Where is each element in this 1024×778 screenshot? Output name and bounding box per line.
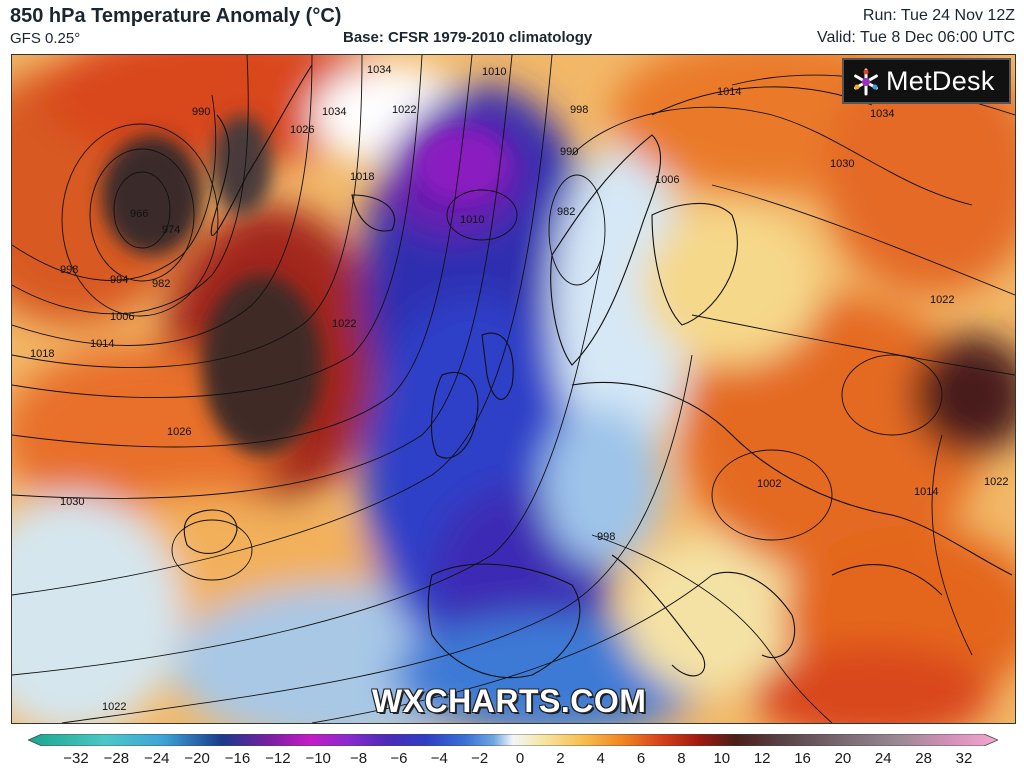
isobar-label: 1010 (460, 214, 484, 226)
isobar-label: 990 (560, 146, 578, 158)
colorbar-tick-label: −10 (305, 750, 331, 767)
isobar-labels: 966 974 982 990 998 994 1006 1014 1018 1… (30, 64, 1008, 713)
model-label: GFS 0.25° (10, 30, 81, 47)
isobar-label: 1010 (482, 66, 506, 78)
colorbar-tick-label: 10 (713, 750, 731, 767)
colorbar-tick-label: −2 (471, 750, 489, 767)
isobar-label: 1030 (830, 158, 854, 170)
isobar-label: 1014 (90, 338, 114, 350)
isobar-label: 1014 (717, 86, 741, 98)
colorbar-tick-label: −12 (265, 750, 291, 767)
metdesk-snowflake-icon (854, 68, 878, 96)
logo-text: MetDesk (886, 66, 995, 96)
isobar-label: 1006 (110, 311, 134, 323)
isobar-label: 1022 (984, 476, 1008, 488)
run-time-label: Run: Tue 24 Nov 12Z (862, 7, 1015, 24)
colorbar-tick-label: −20 (184, 750, 210, 767)
colorbar-tick-label: 16 (794, 750, 811, 767)
isobar-label: 990 (192, 106, 210, 118)
isobar-label: 982 (152, 278, 170, 290)
isobar-label: 998 (570, 104, 588, 116)
isobar-label: 1026 (167, 426, 191, 438)
isobar-label: 1022 (332, 318, 356, 330)
colorbar-tick-label: 28 (915, 750, 932, 767)
isobar-label: 966 (130, 208, 148, 220)
colorbar-tick-label: −4 (430, 750, 448, 767)
isobar-label: 1022 (930, 294, 954, 306)
isobar-label: 1014 (914, 486, 938, 498)
chart-title: 850 hPa Temperature Anomaly (°C) (10, 5, 342, 27)
coastlines (183, 64, 1013, 679)
isobar-label: 1034 (367, 64, 391, 76)
colorbar-tick-label: −28 (103, 750, 130, 767)
isobar-label: 1006 (655, 174, 679, 186)
colorbar-tick-label: −16 (224, 750, 251, 767)
colorbar-tick-label: 0 (515, 750, 525, 767)
isobars (12, 55, 1015, 723)
isobar-label: 1022 (392, 104, 416, 116)
colorbar-tick-label: 12 (753, 750, 771, 767)
isobar-label: 1030 (60, 496, 84, 508)
colorbar-tick-label: −6 (390, 750, 408, 767)
colorbar-ticks: −32 −28 −24 −20 −16 −12 −10 −8 −6 −4 −2 0 2 4 6 8 10 12 16… (0, 748, 1024, 768)
colorbar-tick-label: −8 (349, 750, 368, 767)
colorbar-tick-label: 8 (677, 750, 686, 767)
anomaly-cores (102, 115, 507, 455)
climatology-base-label: Base: CFSR 1979-2010 climatology (343, 29, 593, 46)
isobar-label: 1034 (870, 108, 894, 120)
anomaly-field (12, 55, 1015, 723)
isobar-label: 998 (60, 264, 78, 276)
isobar-label: 974 (162, 224, 180, 236)
watermark: WXCHARTS.COM (372, 683, 647, 719)
colorbar-tick-label: 20 (834, 750, 852, 767)
metdesk-logo: MetDesk (842, 58, 1011, 104)
map-svg: 966 974 982 990 998 994 1006 1014 1018 1… (12, 55, 1015, 723)
isobar-label: 1022 (102, 701, 126, 713)
header: 850 hPa Temperature Anomaly (°C) GFS 0.2… (0, 0, 1024, 54)
isobar-label: 998 (597, 531, 615, 543)
isobar-label: 1018 (350, 171, 374, 183)
colorbar-tick-label: −24 (143, 750, 170, 767)
colorbar-tick-label: 32 (955, 750, 973, 767)
colorbar-tick-label: 4 (596, 750, 605, 767)
colorbar-tick-label: 24 (874, 750, 892, 767)
colorbar (28, 734, 998, 746)
isobar-label: 1026 (290, 124, 314, 136)
colorbar-tick-label: 2 (556, 750, 565, 767)
isobar-label: 1018 (30, 348, 54, 360)
colorbar-tick-label: −32 (63, 750, 89, 767)
isobar-label: 1034 (322, 106, 346, 118)
isobar-label: 994 (110, 274, 128, 286)
anomaly-map: 966 974 982 990 998 994 1006 1014 1018 1… (11, 54, 1016, 724)
colorbar-tick-label: 6 (636, 750, 646, 767)
valid-time-label: Valid: Tue 8 Dec 06:00 UTC (816, 29, 1015, 46)
isobar-label: 1002 (757, 478, 781, 490)
isobar-label: 982 (557, 206, 575, 218)
